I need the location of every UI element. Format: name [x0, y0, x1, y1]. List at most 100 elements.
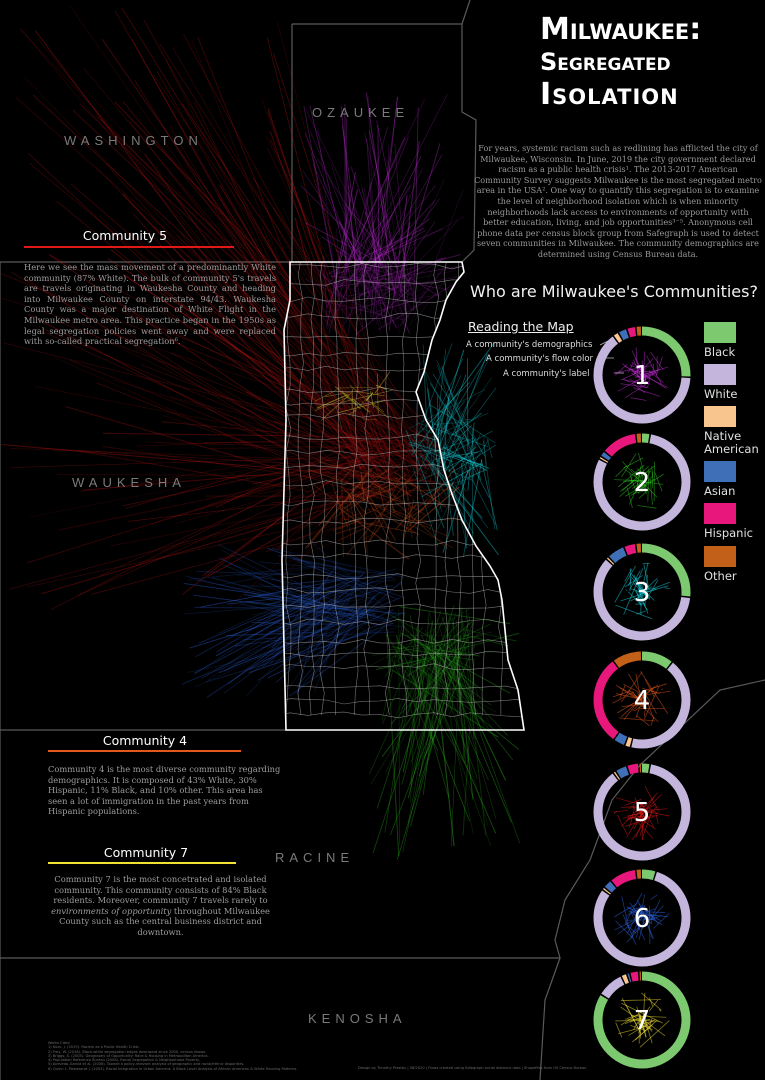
flow-line: [218, 566, 317, 586]
ring-label: 4: [634, 686, 651, 716]
flow-line: [345, 204, 410, 282]
flow-line: [193, 594, 367, 619]
flow-line: [123, 274, 428, 475]
flow-line: [351, 397, 371, 413]
ring-flow-line: [639, 814, 648, 836]
flow-line: [236, 571, 352, 576]
reading-demographics-label: A community's demographics: [466, 340, 593, 350]
flow-line: [418, 449, 482, 482]
flow-line: [313, 164, 359, 266]
flow-line: [394, 268, 419, 282]
flow-line: [68, 4, 394, 470]
flow-line: [122, 449, 380, 507]
flow-line: [343, 470, 383, 489]
flow-line: [165, 60, 369, 466]
flow-line: [427, 434, 442, 512]
flow-line: [360, 472, 365, 503]
flow-line: [423, 668, 497, 834]
ring-flow-line: [637, 816, 656, 830]
flow-line: [349, 275, 392, 290]
flow-line: [362, 530, 380, 541]
flow-line: [288, 396, 363, 469]
ring-flow-line: [634, 1019, 658, 1041]
flow-line: [303, 623, 366, 665]
flow-line: [391, 659, 439, 752]
flow-line: [287, 373, 412, 464]
flow-line: [350, 166, 411, 335]
flow-line: [372, 96, 398, 321]
ring-flow-line: [633, 1017, 641, 1031]
flow-line: [370, 621, 471, 785]
ring-flow-line: [641, 1019, 643, 1023]
title-line-1: Milwaukee:: [540, 12, 702, 47]
flow-line: [304, 132, 367, 290]
ring-flow-line: [633, 816, 654, 839]
flow-line: [437, 424, 446, 506]
flow-line: [436, 617, 497, 819]
ring-flow-line: [635, 347, 639, 378]
flow-line: [346, 500, 352, 547]
flow-line: [56, 320, 408, 458]
flow-line: [431, 349, 447, 474]
reading-map-heading: Reading the Map: [468, 319, 574, 334]
ring-flow-line: [636, 577, 640, 587]
flow-line: [317, 571, 365, 644]
flow-line: [436, 651, 500, 654]
works-cited: Works Cited 1) Kuzu, J. (2019). Racism a…: [48, 1041, 348, 1071]
community-ring-6: 6: [593, 869, 691, 967]
flow-line: [333, 189, 359, 287]
flow-line: [445, 443, 460, 485]
flow-line: [72, 109, 445, 457]
flow-line: [443, 606, 468, 653]
flow-line: [390, 631, 492, 658]
tract-line: [282, 587, 524, 594]
flow-line: [436, 424, 443, 482]
flow-line: [194, 625, 330, 688]
flow-line: [159, 43, 432, 468]
ring-flow-line: [625, 1004, 642, 1034]
flow-line: [223, 608, 338, 694]
flow-line: [373, 403, 384, 413]
county-label-washington: WASHINGTON: [64, 133, 203, 148]
flow-line: [365, 211, 383, 270]
flow-line: [427, 388, 437, 449]
flow-line: [430, 634, 455, 847]
flow-line: [317, 603, 356, 666]
flow-line: [267, 108, 392, 480]
flow-line: [267, 612, 404, 679]
flow-line: [410, 623, 419, 803]
flow-line: [347, 184, 386, 302]
flow-line: [61, 318, 383, 476]
flow-line: [409, 441, 483, 466]
flow-line: [194, 591, 322, 675]
flow-line: [128, 232, 443, 450]
flow-line: [277, 21, 391, 462]
ring-segment-white: [593, 326, 691, 424]
flow-line: [154, 225, 399, 447]
flow-line: [110, 497, 364, 547]
flow-line: [454, 431, 490, 498]
flow-line: [436, 360, 463, 418]
flow-line: [50, 440, 380, 611]
flow-line: [367, 477, 401, 544]
flow-line: [282, 592, 392, 622]
flow-line: [370, 391, 374, 408]
ring-flow-line: [630, 1024, 647, 1032]
flow-line: [421, 427, 433, 434]
footnote: 2) Frey, W. (2018). Black-white segregat…: [48, 1049, 207, 1054]
flow-line: [408, 669, 440, 798]
flow-line: [398, 222, 411, 287]
tract-line: [282, 711, 524, 719]
flow-line: [11, 271, 387, 492]
tract-line: [414, 262, 422, 716]
ring-segment-black: [593, 651, 691, 749]
ring-label: 7: [634, 1006, 651, 1036]
flow-line: [400, 515, 424, 525]
ring-flow-line: [658, 1009, 662, 1012]
ring-flow-line: [642, 373, 667, 389]
flow-line: [339, 480, 411, 510]
flow-line: [198, 579, 349, 644]
flow-line: [432, 619, 463, 650]
flow-line: [414, 280, 445, 321]
flow-line: [425, 403, 447, 459]
